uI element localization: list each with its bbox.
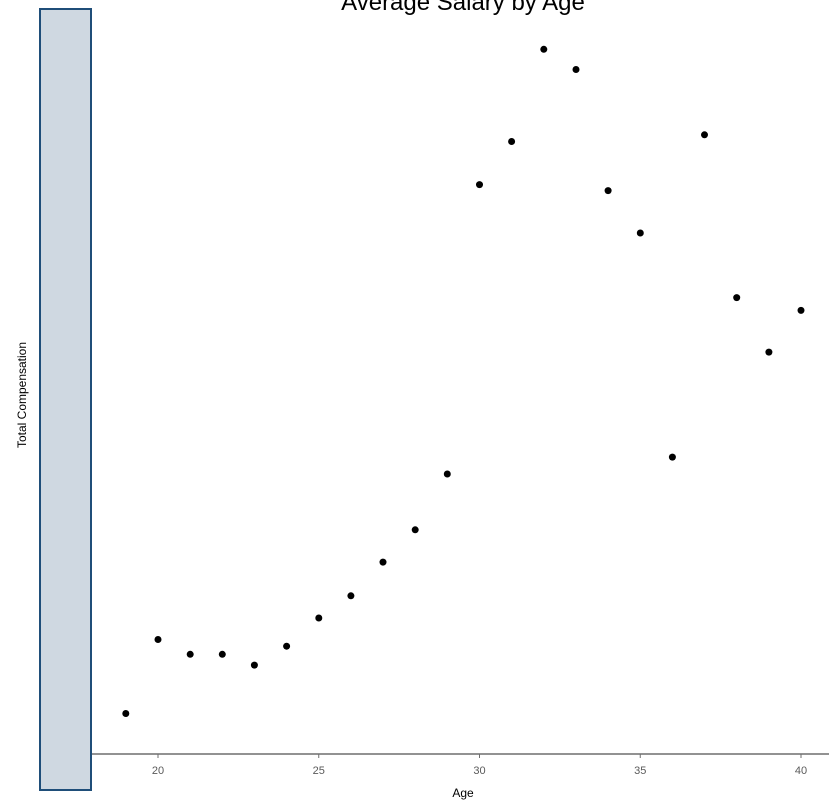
data-point <box>379 558 387 566</box>
x-tick-label: 20 <box>152 765 164 777</box>
y-axis-tick-label-mask <box>39 8 92 791</box>
data-point <box>283 642 291 650</box>
y-axis-label: Total Compensation <box>15 342 29 448</box>
data-point <box>797 306 805 314</box>
data-point <box>443 470 451 478</box>
data-point <box>476 181 483 189</box>
data-point <box>540 45 548 53</box>
data-point <box>250 661 258 669</box>
data-points <box>122 45 805 717</box>
data-point <box>154 636 162 643</box>
data-point <box>668 453 676 461</box>
data-point <box>218 650 226 658</box>
data-point <box>411 526 419 534</box>
x-tick-label: 25 <box>313 765 325 777</box>
data-point <box>733 294 741 302</box>
data-point <box>347 592 355 600</box>
data-point <box>572 66 580 73</box>
x-tick-label: 35 <box>634 765 646 777</box>
x-tick-label: 40 <box>795 765 807 777</box>
data-point <box>315 614 323 622</box>
axes-layer: 20 25 30 35 40 <box>90 30 829 777</box>
data-point <box>604 187 612 195</box>
data-point <box>122 710 130 717</box>
data-point <box>186 650 194 658</box>
data-point <box>765 348 773 356</box>
x-tick-label: 30 <box>473 765 485 777</box>
data-point <box>701 131 708 139</box>
data-point <box>508 138 516 145</box>
x-axis-label: Age <box>452 786 474 800</box>
chart-title: Average Salary by Age <box>341 0 585 16</box>
data-point <box>636 229 644 237</box>
